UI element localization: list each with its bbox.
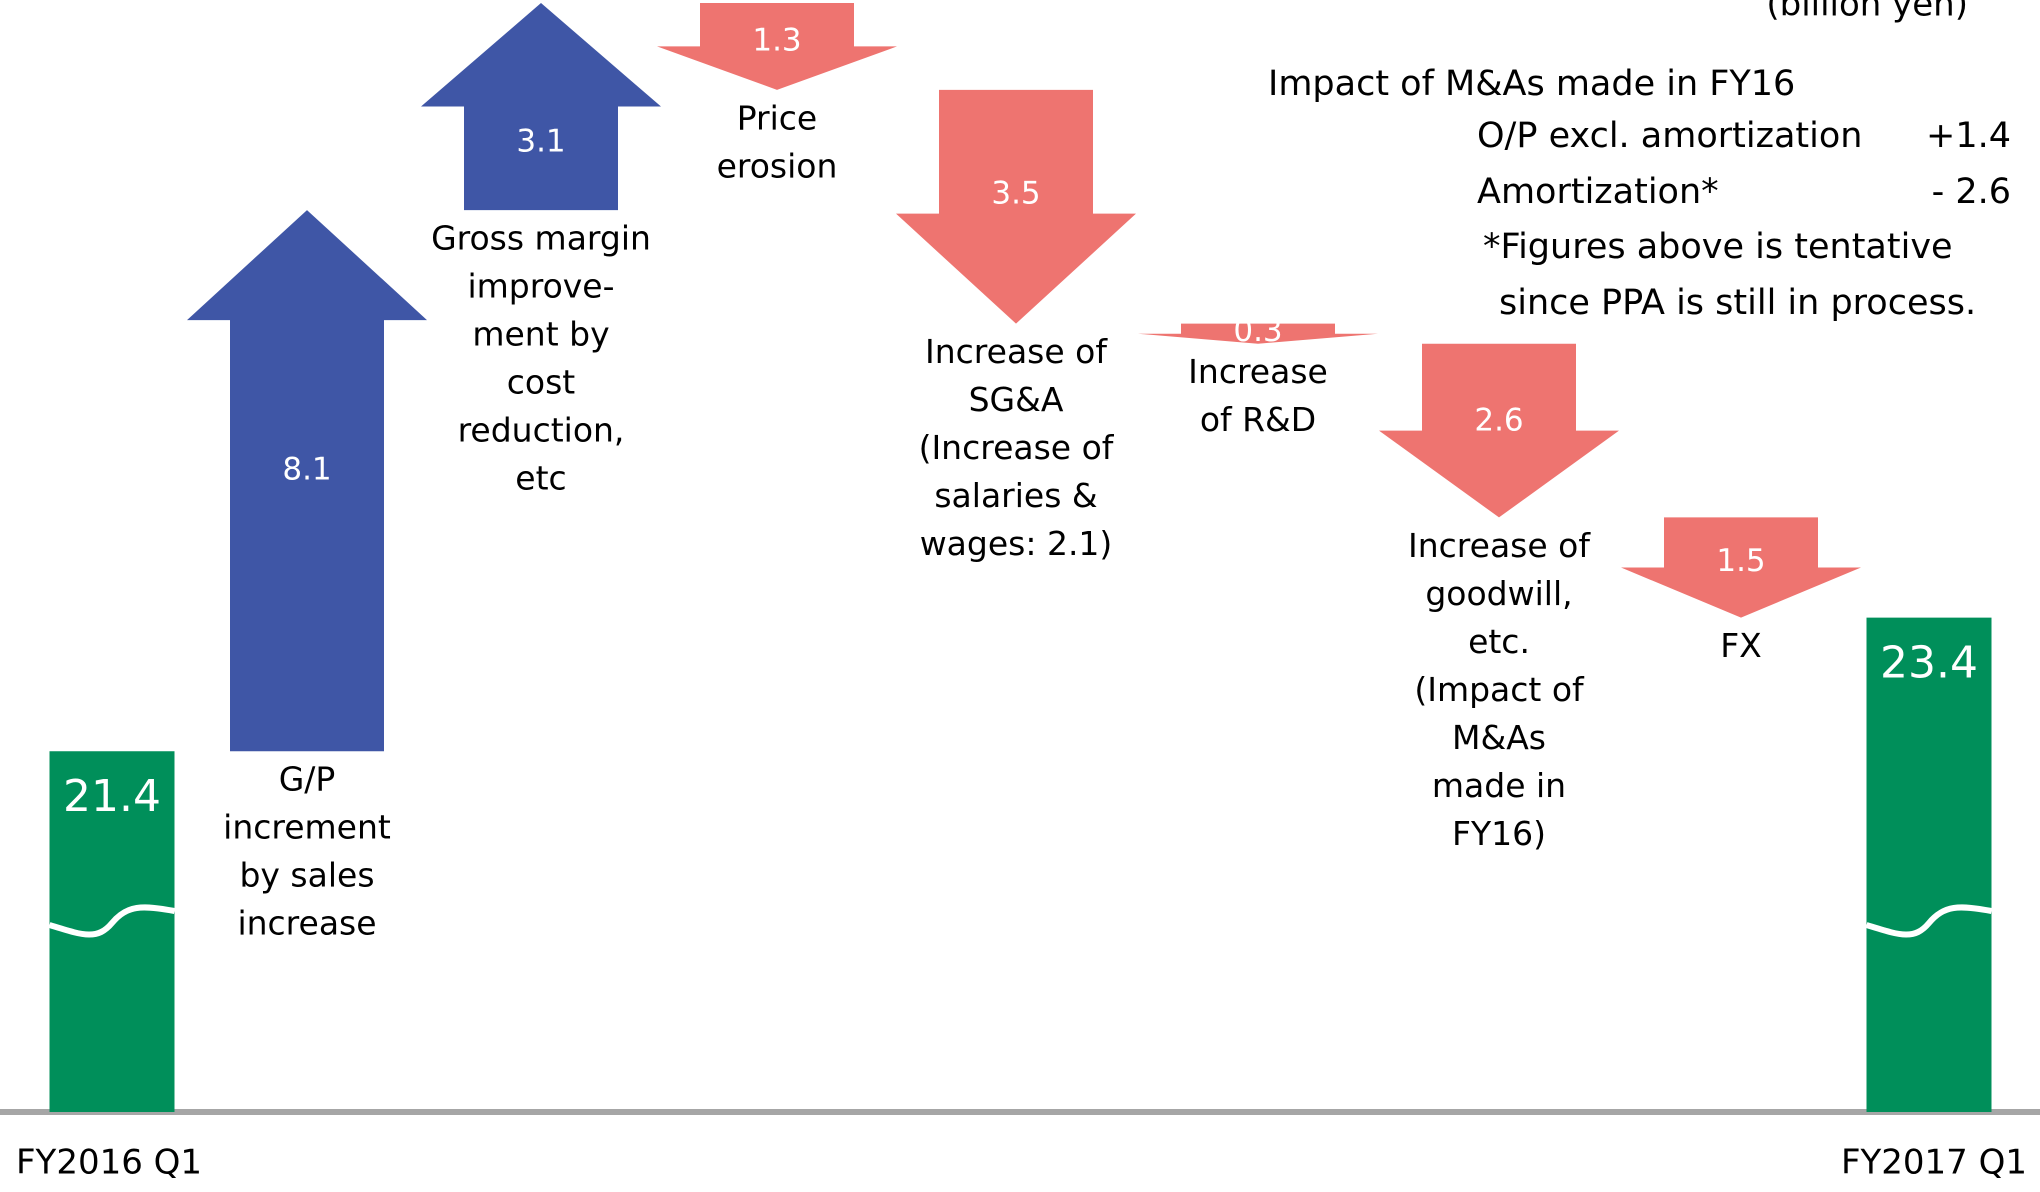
- axis-break: [48, 904, 176, 938]
- value-label: 1.5: [1716, 543, 1765, 579]
- category-label: goodwill,: [1425, 574, 1572, 613]
- category-label: reduction,: [458, 411, 625, 450]
- decrease-arrow: [657, 3, 897, 90]
- category-label: wages: 2.1): [920, 524, 1113, 563]
- annotation-value: - 2.6: [1932, 172, 2011, 212]
- category-label: (Impact of: [1414, 670, 1585, 709]
- total-bar: [1866, 617, 1992, 1112]
- category-label: of R&D: [1200, 400, 1316, 439]
- value-label: 2.6: [1474, 402, 1523, 438]
- category-label: FY2017 Q1: [1841, 1143, 2027, 1183]
- annotation-value: +1.4: [1926, 116, 2011, 156]
- value-label: 1.3: [752, 23, 801, 59]
- category-label: etc.: [1468, 622, 1530, 661]
- category-label: Increase of: [925, 332, 1108, 371]
- footnote: since PPA is still in process.: [1499, 283, 1976, 323]
- category-label: SG&A: [969, 380, 1064, 419]
- category-label: Gross margin: [431, 219, 651, 258]
- axis-break: [1865, 904, 1993, 938]
- category-label: made in: [1432, 766, 1566, 805]
- category-label: G/P: [279, 760, 336, 799]
- value-label: 3.5: [991, 176, 1040, 212]
- category-label: FY16): [1452, 814, 1546, 853]
- category-label: erosion: [717, 146, 838, 185]
- value-label: 21.4: [63, 771, 161, 822]
- category-label: Increase of: [1408, 526, 1591, 565]
- decrease-arrow: [896, 89, 1136, 324]
- category-label: by sales: [239, 856, 374, 895]
- unit-label: (billion yen): [1766, 0, 1968, 25]
- increase-arrow: [187, 210, 427, 752]
- decrease-arrow: [1138, 323, 1378, 344]
- category-label: FY2016 Q1: [16, 1143, 202, 1183]
- footnote: *Figures above is tentative: [1483, 227, 1953, 267]
- category-label: FX: [1720, 626, 1762, 665]
- value-label: 8.1: [282, 452, 331, 488]
- category-label: ment by: [472, 315, 609, 354]
- category-label: M&As: [1452, 718, 1546, 757]
- category-label: (Increase of: [919, 428, 1115, 467]
- category-label: increase: [237, 904, 376, 943]
- category-label: Price: [737, 98, 818, 137]
- decrease-arrow: [1621, 517, 1861, 618]
- value-label: 3.1: [516, 123, 565, 159]
- annotation-label: Amortization*: [1477, 172, 1719, 212]
- category-label: increment: [223, 808, 391, 847]
- annotation-title: Impact of M&As made in FY16: [1268, 64, 1795, 104]
- decrease-arrow: [1379, 343, 1619, 518]
- category-label: Increase: [1188, 352, 1328, 391]
- category-label: salaries &: [934, 476, 1097, 515]
- annotation-label: O/P excl. amortization: [1477, 116, 1862, 156]
- category-label: cost: [507, 363, 576, 402]
- category-label: etc: [515, 459, 566, 498]
- increase-arrow: [421, 3, 661, 211]
- value-label: 23.4: [1880, 638, 1978, 689]
- value-label: 0.3: [1233, 313, 1282, 349]
- category-label: improve-: [467, 267, 614, 306]
